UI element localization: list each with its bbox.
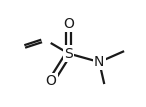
Text: S: S xyxy=(64,47,73,60)
Text: N: N xyxy=(94,55,105,69)
Text: O: O xyxy=(63,17,74,30)
Text: O: O xyxy=(46,74,57,88)
